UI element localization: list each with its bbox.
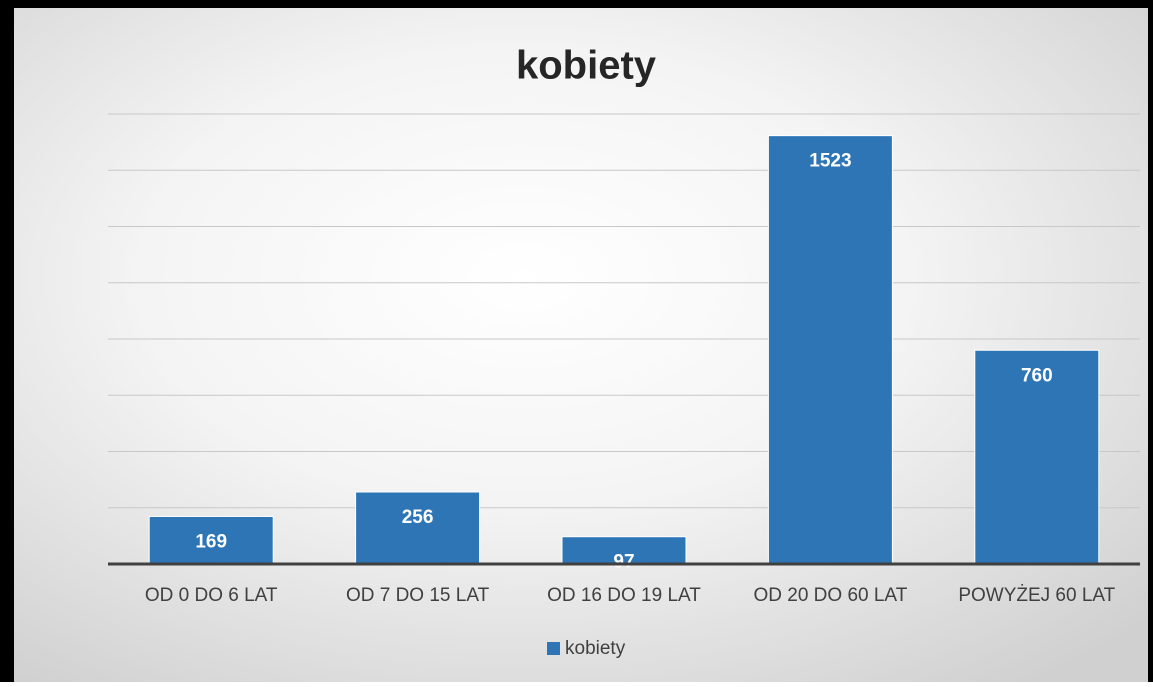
x-tick-label: OD 0 DO 6 LAT	[145, 585, 278, 606]
chart-background	[14, 8, 1148, 682]
x-tick-label: OD 20 DO 60 LAT	[753, 585, 907, 606]
legend-swatch	[547, 642, 560, 655]
bar	[355, 491, 481, 565]
data-label: 1523	[809, 151, 851, 172]
bar	[148, 515, 274, 565]
legend-label: kobiety	[565, 638, 626, 659]
chart-title: kobiety	[516, 44, 657, 88]
x-tick-label: POWYŻEJ 60 LAT	[958, 585, 1115, 606]
x-tick-label: OD 7 DO 15 LAT	[346, 585, 490, 606]
bar	[767, 135, 893, 565]
data-label: 97	[613, 552, 634, 573]
bar	[974, 349, 1100, 565]
x-tick-label: OD 16 DO 19 LAT	[547, 585, 701, 606]
data-label: 169	[195, 531, 227, 552]
data-label: 256	[402, 507, 434, 528]
data-label: 760	[1021, 365, 1053, 386]
